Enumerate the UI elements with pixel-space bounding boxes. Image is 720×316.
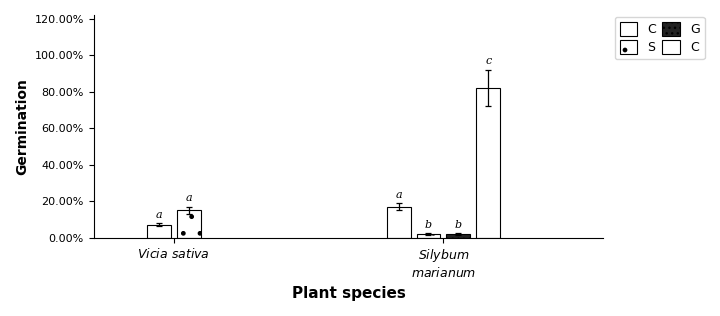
Bar	[176, 210, 201, 238]
Text: a: a	[185, 193, 192, 203]
Text: c: c	[485, 57, 492, 66]
Text: a: a	[395, 190, 402, 200]
Bar	[416, 234, 441, 238]
Bar	[147, 225, 171, 238]
Text: b: b	[455, 220, 462, 230]
Legend: C, S, G, C: C, S, G, C	[615, 17, 704, 59]
Text: b: b	[425, 220, 432, 230]
Y-axis label: Germination: Germination	[15, 78, 29, 175]
Bar	[387, 207, 410, 238]
Bar	[477, 88, 500, 238]
X-axis label: Plant species: Plant species	[292, 286, 405, 301]
Bar	[446, 234, 470, 238]
Text: a: a	[156, 210, 162, 220]
